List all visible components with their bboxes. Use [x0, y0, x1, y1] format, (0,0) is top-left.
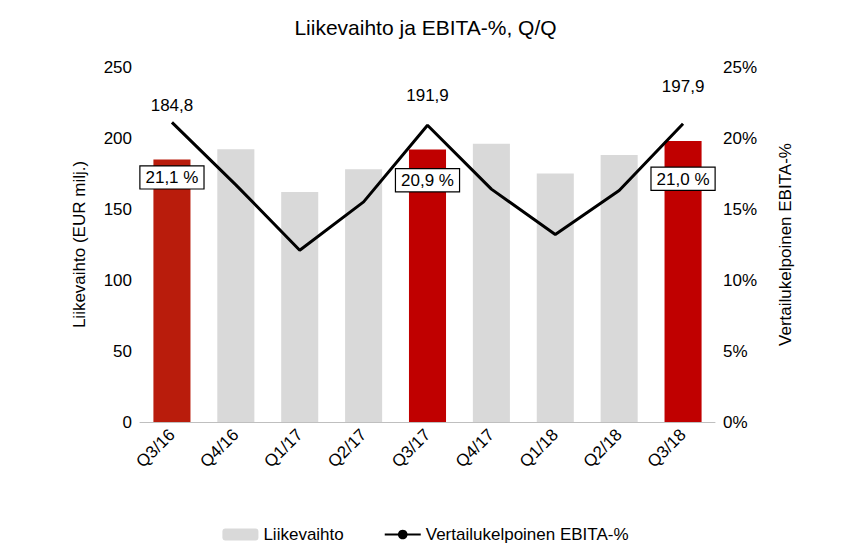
svg-text:Q3/17: Q3/17: [388, 425, 434, 471]
svg-text:150: 150: [104, 200, 132, 219]
svg-text:250: 250: [104, 58, 132, 77]
svg-text:Vertailukelpoinen EBITA-%: Vertailukelpoinen EBITA-%: [776, 143, 795, 346]
svg-text:Q3/16: Q3/16: [133, 425, 179, 471]
svg-text:21,0 %: 21,0 %: [657, 170, 710, 189]
svg-text:Q4/17: Q4/17: [452, 425, 498, 471]
svg-text:10%: 10%: [723, 271, 757, 290]
svg-text:20%: 20%: [723, 129, 757, 148]
svg-text:100: 100: [104, 271, 132, 290]
svg-text:Q2/18: Q2/18: [580, 425, 626, 471]
svg-text:Q2/17: Q2/17: [324, 425, 370, 471]
svg-text:184,8: 184,8: [151, 96, 194, 115]
svg-text:Q1/17: Q1/17: [260, 425, 306, 471]
svg-text:0: 0: [123, 413, 132, 432]
svg-text:Liikevaihto (EUR milj.): Liikevaihto (EUR milj.): [70, 161, 89, 328]
svg-text:197,9: 197,9: [662, 77, 705, 96]
svg-text:15%: 15%: [723, 200, 757, 219]
svg-text:5%: 5%: [723, 342, 748, 361]
svg-text:200: 200: [104, 129, 132, 148]
svg-text:Q3/18: Q3/18: [644, 425, 690, 471]
svg-text:Liikevaihto ja EBITA-%, Q/Q: Liikevaihto ja EBITA-%, Q/Q: [294, 16, 556, 39]
svg-text:50: 50: [113, 342, 132, 361]
svg-text:Vertailukelpoinen EBITA-%: Vertailukelpoinen EBITA-%: [426, 525, 629, 544]
svg-text:191,9: 191,9: [406, 86, 449, 105]
svg-text:Liikevaihto: Liikevaihto: [263, 525, 343, 544]
svg-text:Q1/18: Q1/18: [516, 425, 562, 471]
svg-text:25%: 25%: [723, 58, 757, 77]
svg-text:0%: 0%: [723, 413, 748, 432]
svg-text:Q4/16: Q4/16: [196, 425, 242, 471]
svg-text:20,9 %: 20,9 %: [401, 171, 454, 190]
svg-text:21,1 %: 21,1 %: [145, 168, 198, 187]
